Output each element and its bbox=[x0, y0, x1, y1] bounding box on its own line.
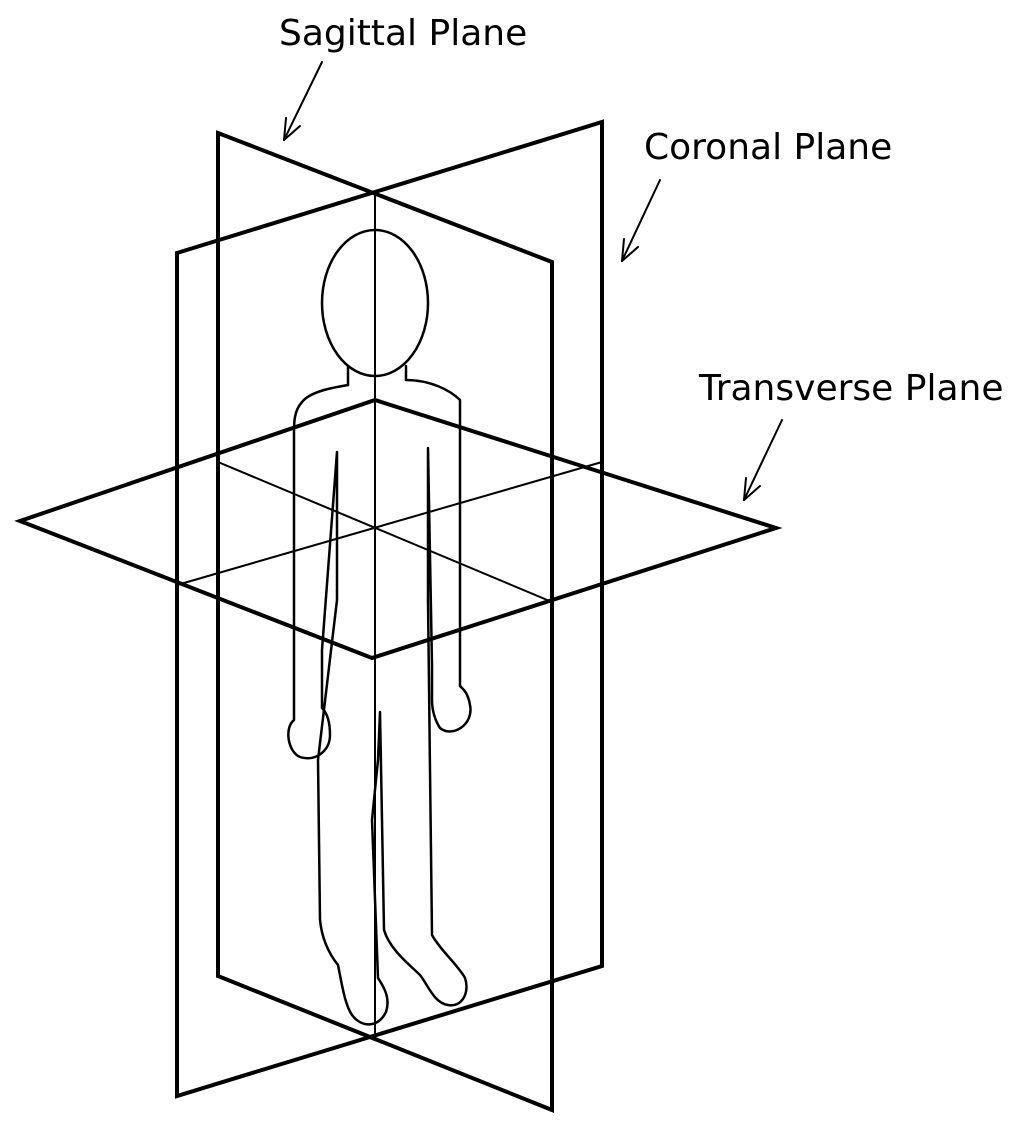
sagittal-label-group: Sagittal Plane bbox=[279, 13, 527, 141]
coronal-plane-label: Coronal Plane bbox=[644, 127, 892, 168]
human-figure bbox=[287, 228, 472, 1026]
transverse-label-group: Transverse Plane bbox=[698, 368, 1003, 501]
figure-neck bbox=[346, 364, 408, 387]
transverse-sagittal-intersection bbox=[217, 461, 553, 603]
transverse-arrow-icon bbox=[743, 419, 783, 501]
coronal-label-group: Coronal Plane bbox=[621, 127, 892, 262]
transverse-plane-label: Transverse Plane bbox=[698, 368, 1003, 409]
sagittal-plane bbox=[216, 130, 554, 1113]
transverse-coronal-intersection bbox=[176, 461, 603, 586]
sagittal-plane-label: Sagittal Plane bbox=[279, 13, 527, 54]
coronal-plane bbox=[175, 119, 604, 1099]
transverse-plane bbox=[14, 397, 783, 661]
coronal-arrow-icon bbox=[621, 179, 661, 262]
figure-body bbox=[287, 378, 472, 1026]
sagittal-arrow-icon bbox=[283, 61, 323, 141]
figure-head bbox=[320, 228, 430, 378]
